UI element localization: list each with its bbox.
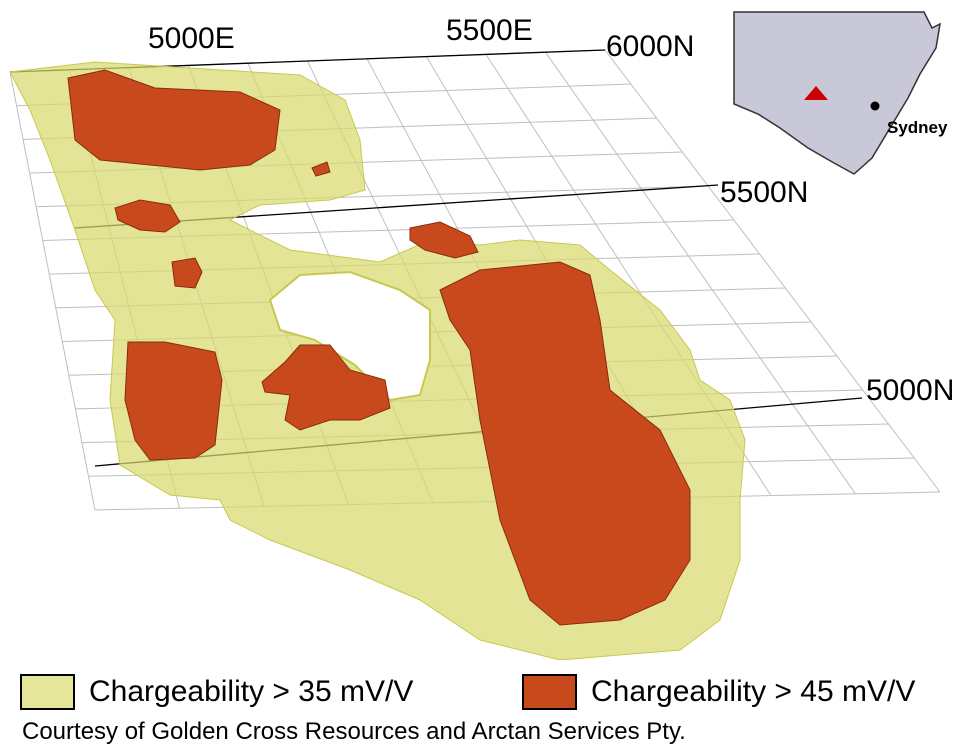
grid-label-5500e: 5500E	[446, 14, 533, 47]
image-credit: Courtesy of Golden Cross Resources and A…	[22, 718, 686, 745]
grid-label-5000n: 5000N	[866, 374, 955, 407]
legend-item-low: Chargeability > 35 mV/V	[20, 672, 413, 712]
high-chargeability-bodies	[67, 69, 691, 626]
legend-swatch-high	[522, 674, 577, 710]
legend-swatch-low	[20, 674, 75, 710]
city-label: Sydney	[887, 118, 948, 137]
city-dot-icon	[870, 101, 880, 111]
legend-label-low: Chargeability > 35 mV/V	[89, 675, 414, 708]
state-outline	[733, 11, 941, 175]
grid-label-5500n: 5500N	[720, 176, 809, 209]
site-triangle-icon	[804, 86, 828, 100]
grid-line	[9, 71, 96, 511]
chargeability-3d-model	[9, 49, 941, 660]
legend-label-high: Chargeability > 45 mV/V	[591, 675, 916, 708]
location-inset-map	[733, 11, 941, 175]
grid-line	[604, 49, 941, 493]
grid-label-6000n: 6000N	[606, 30, 695, 63]
legend-item-high: Chargeability > 45 mV/V	[522, 672, 915, 712]
grid-label-5000e: 5000E	[148, 22, 235, 55]
shell-hole	[268, 270, 431, 402]
grid-line	[545, 51, 856, 495]
